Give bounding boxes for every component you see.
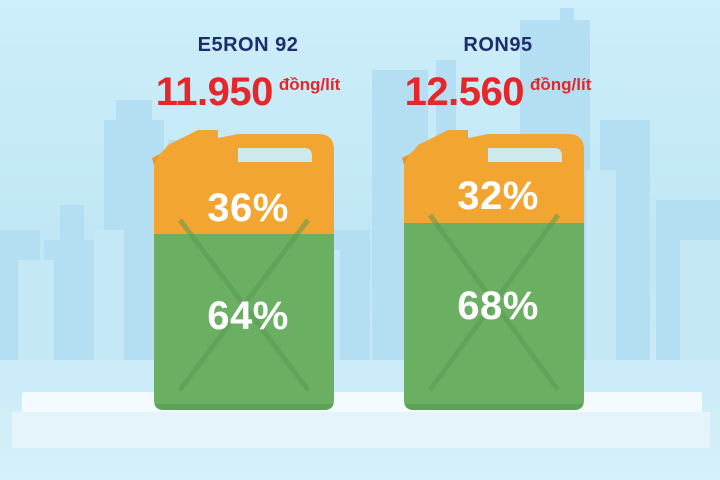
product-card-e5ron92: E5RON 92 11.950 đồng/lít 36% 64% xyxy=(118,0,378,480)
product-name: E5RON 92 xyxy=(197,34,299,56)
fuel-jerrycan-icon xyxy=(152,130,334,410)
product-name: RON95 xyxy=(463,34,533,56)
fuel-jerrycan-icon xyxy=(402,130,584,410)
price-value: 12.560 xyxy=(404,70,525,114)
price-unit: đồng/lít xyxy=(529,74,592,94)
price-row: 12.560 đồng/lít xyxy=(368,70,628,115)
bottom-share-label: 64% xyxy=(207,294,289,338)
top-share-label: 32% xyxy=(457,174,539,218)
display-platform-front xyxy=(12,412,710,448)
top-share-label: 36% xyxy=(207,186,289,230)
price-row: 11.950 đồng/lít xyxy=(118,70,378,115)
product-card-ron95: RON95 12.560 đồng/lít 32% 68% xyxy=(368,0,628,480)
price-unit: đồng/lít xyxy=(278,74,341,94)
price-value: 11.950 xyxy=(155,70,274,114)
bottom-share-label: 68% xyxy=(457,284,539,328)
